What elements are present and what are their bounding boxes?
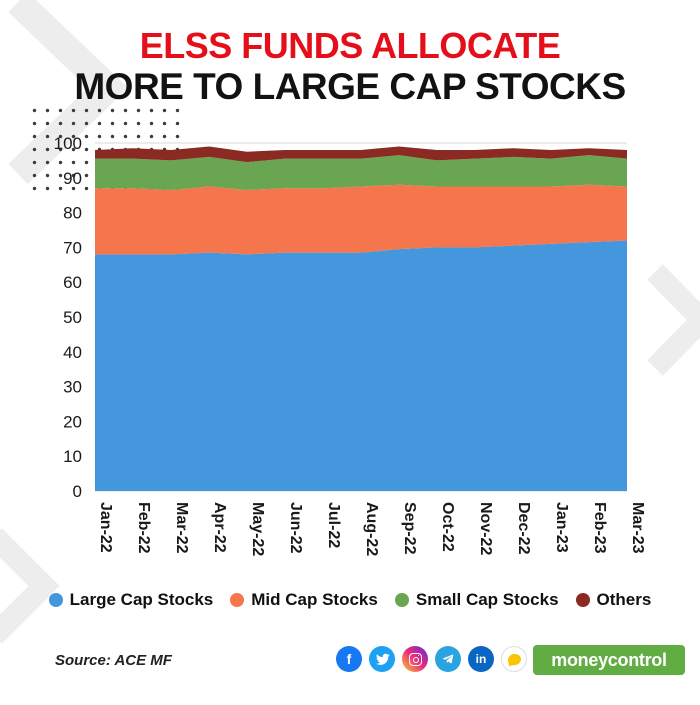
telegram-icon[interactable] bbox=[435, 646, 461, 672]
svg-text:Mar-22: Mar-22 bbox=[173, 502, 190, 554]
svg-text:Jun-22: Jun-22 bbox=[287, 502, 304, 554]
legend: Large Cap Stocks Mid Cap Stocks Small Cap … bbox=[0, 590, 700, 610]
svg-text:0: 0 bbox=[73, 482, 82, 501]
svg-text:20: 20 bbox=[63, 412, 82, 431]
legend-label: Small Cap Stocks bbox=[415, 590, 559, 609]
legend-item: Large Cap Stocks bbox=[48, 590, 214, 610]
svg-text:Feb-22: Feb-22 bbox=[135, 502, 152, 554]
page-title-line1: ELSS FUNDS ALLOCATE bbox=[139, 25, 561, 66]
svg-text:Apr-22: Apr-22 bbox=[211, 502, 228, 553]
svg-text:60: 60 bbox=[63, 273, 82, 292]
svg-text:Dec-22: Dec-22 bbox=[515, 502, 532, 555]
svg-text:30: 30 bbox=[63, 378, 82, 397]
footer: Source: ACE MF f in moneycontrol bbox=[0, 642, 700, 684]
header: ELSS FUNDS ALLOCATE MORE TO LARGE CAP ST… bbox=[0, 26, 700, 108]
svg-text:70: 70 bbox=[63, 238, 82, 257]
source-label: Source: ACE MF bbox=[55, 652, 172, 669]
svg-text:Jan-22: Jan-22 bbox=[97, 502, 114, 553]
svg-text:90: 90 bbox=[63, 169, 82, 188]
page-title-line2: MORE TO LARGE CAP STOCKS bbox=[74, 65, 626, 107]
svg-text:40: 40 bbox=[63, 343, 82, 362]
koo-bird-glyph bbox=[506, 652, 522, 666]
linkedin-icon[interactable]: in bbox=[468, 646, 494, 672]
legend-item: Others bbox=[575, 590, 652, 610]
facebook-icon[interactable]: f bbox=[336, 646, 362, 672]
svg-text:Mar-23: Mar-23 bbox=[629, 502, 646, 554]
chart-canvas: 0 10 20 30 40 50 60 70 80 90 100 Jan-22 Feb-22 Mar-22… bbox=[54, 134, 646, 556]
legend-label: Others bbox=[596, 590, 652, 609]
legend-dot bbox=[575, 593, 590, 607]
svg-text:Jul-22: Jul-22 bbox=[325, 502, 342, 548]
svg-text:Sep-22: Sep-22 bbox=[401, 502, 418, 555]
svg-text:Jan-23: Jan-23 bbox=[553, 502, 570, 553]
svg-text:50: 50 bbox=[63, 308, 82, 327]
koo-icon[interactable] bbox=[501, 646, 527, 672]
twitter-bird-glyph bbox=[375, 653, 390, 665]
svg-text:Oct-22: Oct-22 bbox=[439, 502, 456, 552]
legend-item: Mid Cap Stocks bbox=[230, 590, 378, 610]
legend-label: Large Cap Stocks bbox=[69, 590, 214, 609]
legend-dot bbox=[48, 593, 63, 607]
legend-label: Mid Cap Stocks bbox=[251, 590, 378, 609]
legend-item: Small Cap Stocks bbox=[394, 590, 559, 610]
moneycontrol-logo[interactable]: moneycontrol bbox=[533, 645, 685, 675]
svg-text:10: 10 bbox=[63, 447, 82, 466]
social-icons: f in bbox=[336, 646, 527, 672]
telegram-plane-glyph bbox=[442, 654, 454, 664]
legend-dot bbox=[230, 593, 245, 607]
svg-text:80: 80 bbox=[63, 204, 82, 223]
svg-text:Nov-22: Nov-22 bbox=[477, 502, 494, 555]
svg-text:May-22: May-22 bbox=[249, 502, 266, 556]
stacked-area-chart: 0 10 20 30 40 50 60 70 80 90 100 Jan-22 Feb-22 Mar-22… bbox=[0, 122, 700, 582]
svg-text:100: 100 bbox=[54, 134, 82, 153]
instagram-camera-glyph bbox=[408, 652, 422, 666]
svg-text:Feb-23: Feb-23 bbox=[591, 502, 608, 554]
legend-dot bbox=[394, 593, 409, 607]
twitter-icon[interactable] bbox=[369, 646, 395, 672]
svg-text:Aug-22: Aug-22 bbox=[363, 502, 380, 556]
instagram-icon[interactable] bbox=[402, 646, 428, 672]
